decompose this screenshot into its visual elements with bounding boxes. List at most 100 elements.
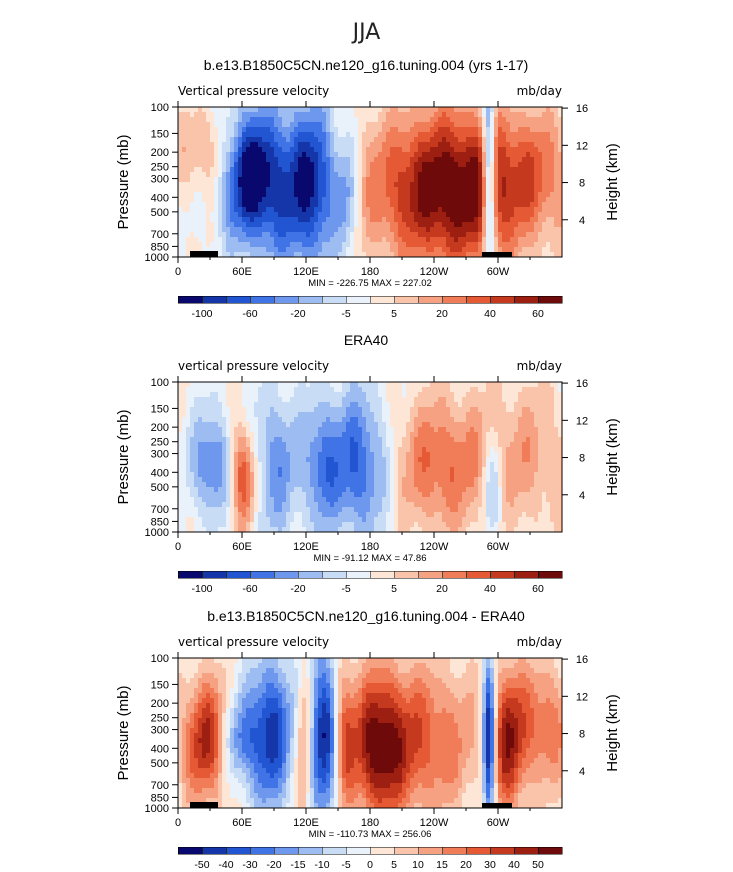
heatmap-cell <box>350 192 355 198</box>
heatmap-cell <box>538 247 543 253</box>
heatmap-cell <box>406 477 411 483</box>
heatmap-cell <box>470 482 475 488</box>
heatmap-cell <box>418 122 423 128</box>
heatmap-cell <box>182 192 187 198</box>
heatmap-cell <box>330 422 335 428</box>
heatmap-cell <box>366 432 371 438</box>
heatmap-cell <box>382 147 387 153</box>
heatmap-cell <box>530 472 535 478</box>
heatmap-cell <box>546 407 551 413</box>
heatmap-cell <box>482 202 487 208</box>
heatmap-cell <box>410 107 415 113</box>
heatmap-cell <box>262 117 267 123</box>
heatmap-cell <box>482 467 487 473</box>
heatmap-cell <box>222 222 227 228</box>
heatmap-cell <box>534 472 539 478</box>
heatmap-cell <box>446 222 451 228</box>
heatmap-cell <box>438 197 443 203</box>
heatmap-cell <box>258 237 263 243</box>
heatmap-cell <box>182 172 187 178</box>
heatmap-cell <box>418 202 423 208</box>
heatmap-cell <box>326 427 331 433</box>
heatmap-cell <box>470 202 475 208</box>
heatmap-cell <box>366 232 371 238</box>
heatmap-cell <box>426 172 431 178</box>
heatmap-cell <box>358 387 363 393</box>
heatmap-cell <box>446 462 451 468</box>
heatmap-cell <box>374 142 379 148</box>
heatmap-cell <box>346 482 351 488</box>
heatmap-cell <box>502 132 507 138</box>
heatmap-cell <box>390 427 395 433</box>
heatmap-cell <box>298 182 303 188</box>
heatmap-cell <box>506 402 511 408</box>
heatmap-cell <box>262 452 267 458</box>
heatmap-cell <box>474 187 479 193</box>
heatmap-cell <box>274 162 279 168</box>
heatmap-cell <box>306 457 311 463</box>
heatmap-cell <box>530 217 535 223</box>
heatmap-cell <box>550 432 555 438</box>
heatmap-cell <box>286 222 291 228</box>
heatmap-cell <box>206 432 211 438</box>
heatmap-cell <box>466 447 471 453</box>
heatmap-cell <box>434 197 439 203</box>
heatmap-cell <box>314 187 319 193</box>
heatmap-cell <box>258 247 263 253</box>
heatmap-cell <box>258 217 263 223</box>
heatmap-cell <box>318 132 323 138</box>
heatmap-cell <box>362 412 367 418</box>
heatmap-cell <box>462 197 467 203</box>
heatmap-cell <box>402 452 407 458</box>
heatmap-cell <box>262 442 267 448</box>
heatmap-cell <box>494 427 499 433</box>
heatmap-cell <box>262 107 267 113</box>
heatmap-cell <box>462 247 467 253</box>
heatmap-cell <box>214 212 219 218</box>
heatmap-cell <box>534 452 539 458</box>
heatmap-cell <box>442 207 447 213</box>
heatmap-cell <box>522 152 527 158</box>
heatmap-cell <box>486 207 491 213</box>
heatmap-cell <box>290 477 295 483</box>
heatmap-cell <box>486 237 491 243</box>
heatmap-cell <box>210 152 215 158</box>
heatmap-cell <box>454 112 459 118</box>
heatmap-cell <box>558 127 563 133</box>
heatmap-cell <box>202 392 207 398</box>
heatmap-cell <box>342 417 347 423</box>
heatmap-cell <box>506 232 511 238</box>
heatmap-cell <box>418 177 423 183</box>
heatmap-cell <box>258 387 263 393</box>
heatmap-cell <box>398 187 403 193</box>
heatmap-cell <box>246 182 251 188</box>
heatmap-cell <box>290 162 295 168</box>
heatmap-cell <box>406 237 411 243</box>
heatmap-cell <box>182 462 187 468</box>
heatmap-cell <box>278 432 283 438</box>
heatmap-cell <box>522 222 527 228</box>
heatmap-cell <box>402 202 407 208</box>
heatmap-cell <box>330 107 335 113</box>
heatmap-cell <box>398 427 403 433</box>
heatmap-cell <box>438 117 443 123</box>
heatmap-cell <box>286 197 291 203</box>
heatmap-cell <box>374 252 379 258</box>
heatmap-cell <box>302 172 307 178</box>
heatmap-cell <box>258 172 263 178</box>
heatmap-cell <box>202 442 207 448</box>
heatmap-cell <box>378 472 383 478</box>
heatmap-cell <box>358 122 363 128</box>
heatmap-cell <box>538 477 543 483</box>
heatmap-cell <box>334 187 339 193</box>
heatmap-cell <box>446 482 451 488</box>
heatmap-cell <box>410 387 415 393</box>
heatmap-cell <box>282 432 287 438</box>
heatmap-cell <box>558 402 563 408</box>
heatmap-cell <box>490 402 495 408</box>
heatmap-cell <box>410 247 415 253</box>
heatmap-cell <box>278 412 283 418</box>
heatmap-cell <box>354 397 359 403</box>
heatmap-cell <box>386 482 391 488</box>
heatmap-cell <box>494 117 499 123</box>
